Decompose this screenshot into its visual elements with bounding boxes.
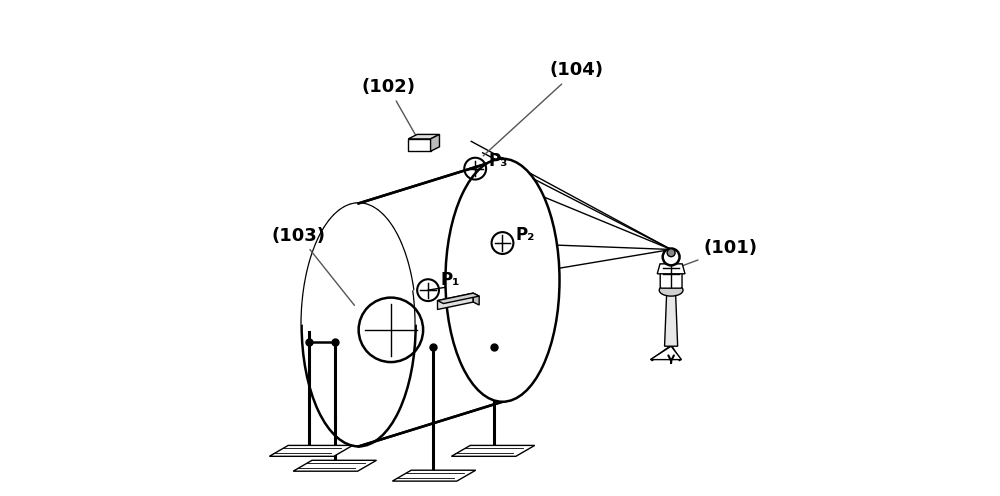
Circle shape	[667, 249, 675, 257]
Polygon shape	[408, 134, 439, 139]
Polygon shape	[657, 264, 685, 274]
Polygon shape	[650, 346, 681, 360]
Polygon shape	[269, 445, 353, 456]
Circle shape	[663, 248, 680, 265]
Polygon shape	[451, 445, 535, 456]
Polygon shape	[408, 139, 431, 151]
Text: (103): (103)	[272, 227, 354, 306]
Text: P₂: P₂	[515, 226, 535, 244]
Polygon shape	[392, 470, 476, 481]
Ellipse shape	[659, 284, 683, 296]
Polygon shape	[438, 293, 479, 304]
Ellipse shape	[445, 159, 560, 402]
Text: (101): (101)	[677, 239, 757, 268]
Ellipse shape	[302, 203, 416, 446]
Polygon shape	[293, 460, 376, 471]
Polygon shape	[438, 293, 473, 310]
Polygon shape	[473, 293, 479, 305]
Text: (104): (104)	[483, 62, 604, 156]
FancyBboxPatch shape	[660, 264, 682, 288]
Polygon shape	[302, 159, 560, 325]
Polygon shape	[665, 290, 678, 346]
Text: P₁: P₁	[441, 271, 460, 289]
Text: (102): (102)	[361, 78, 418, 139]
Polygon shape	[431, 134, 439, 151]
Text: P₃: P₃	[488, 152, 507, 170]
